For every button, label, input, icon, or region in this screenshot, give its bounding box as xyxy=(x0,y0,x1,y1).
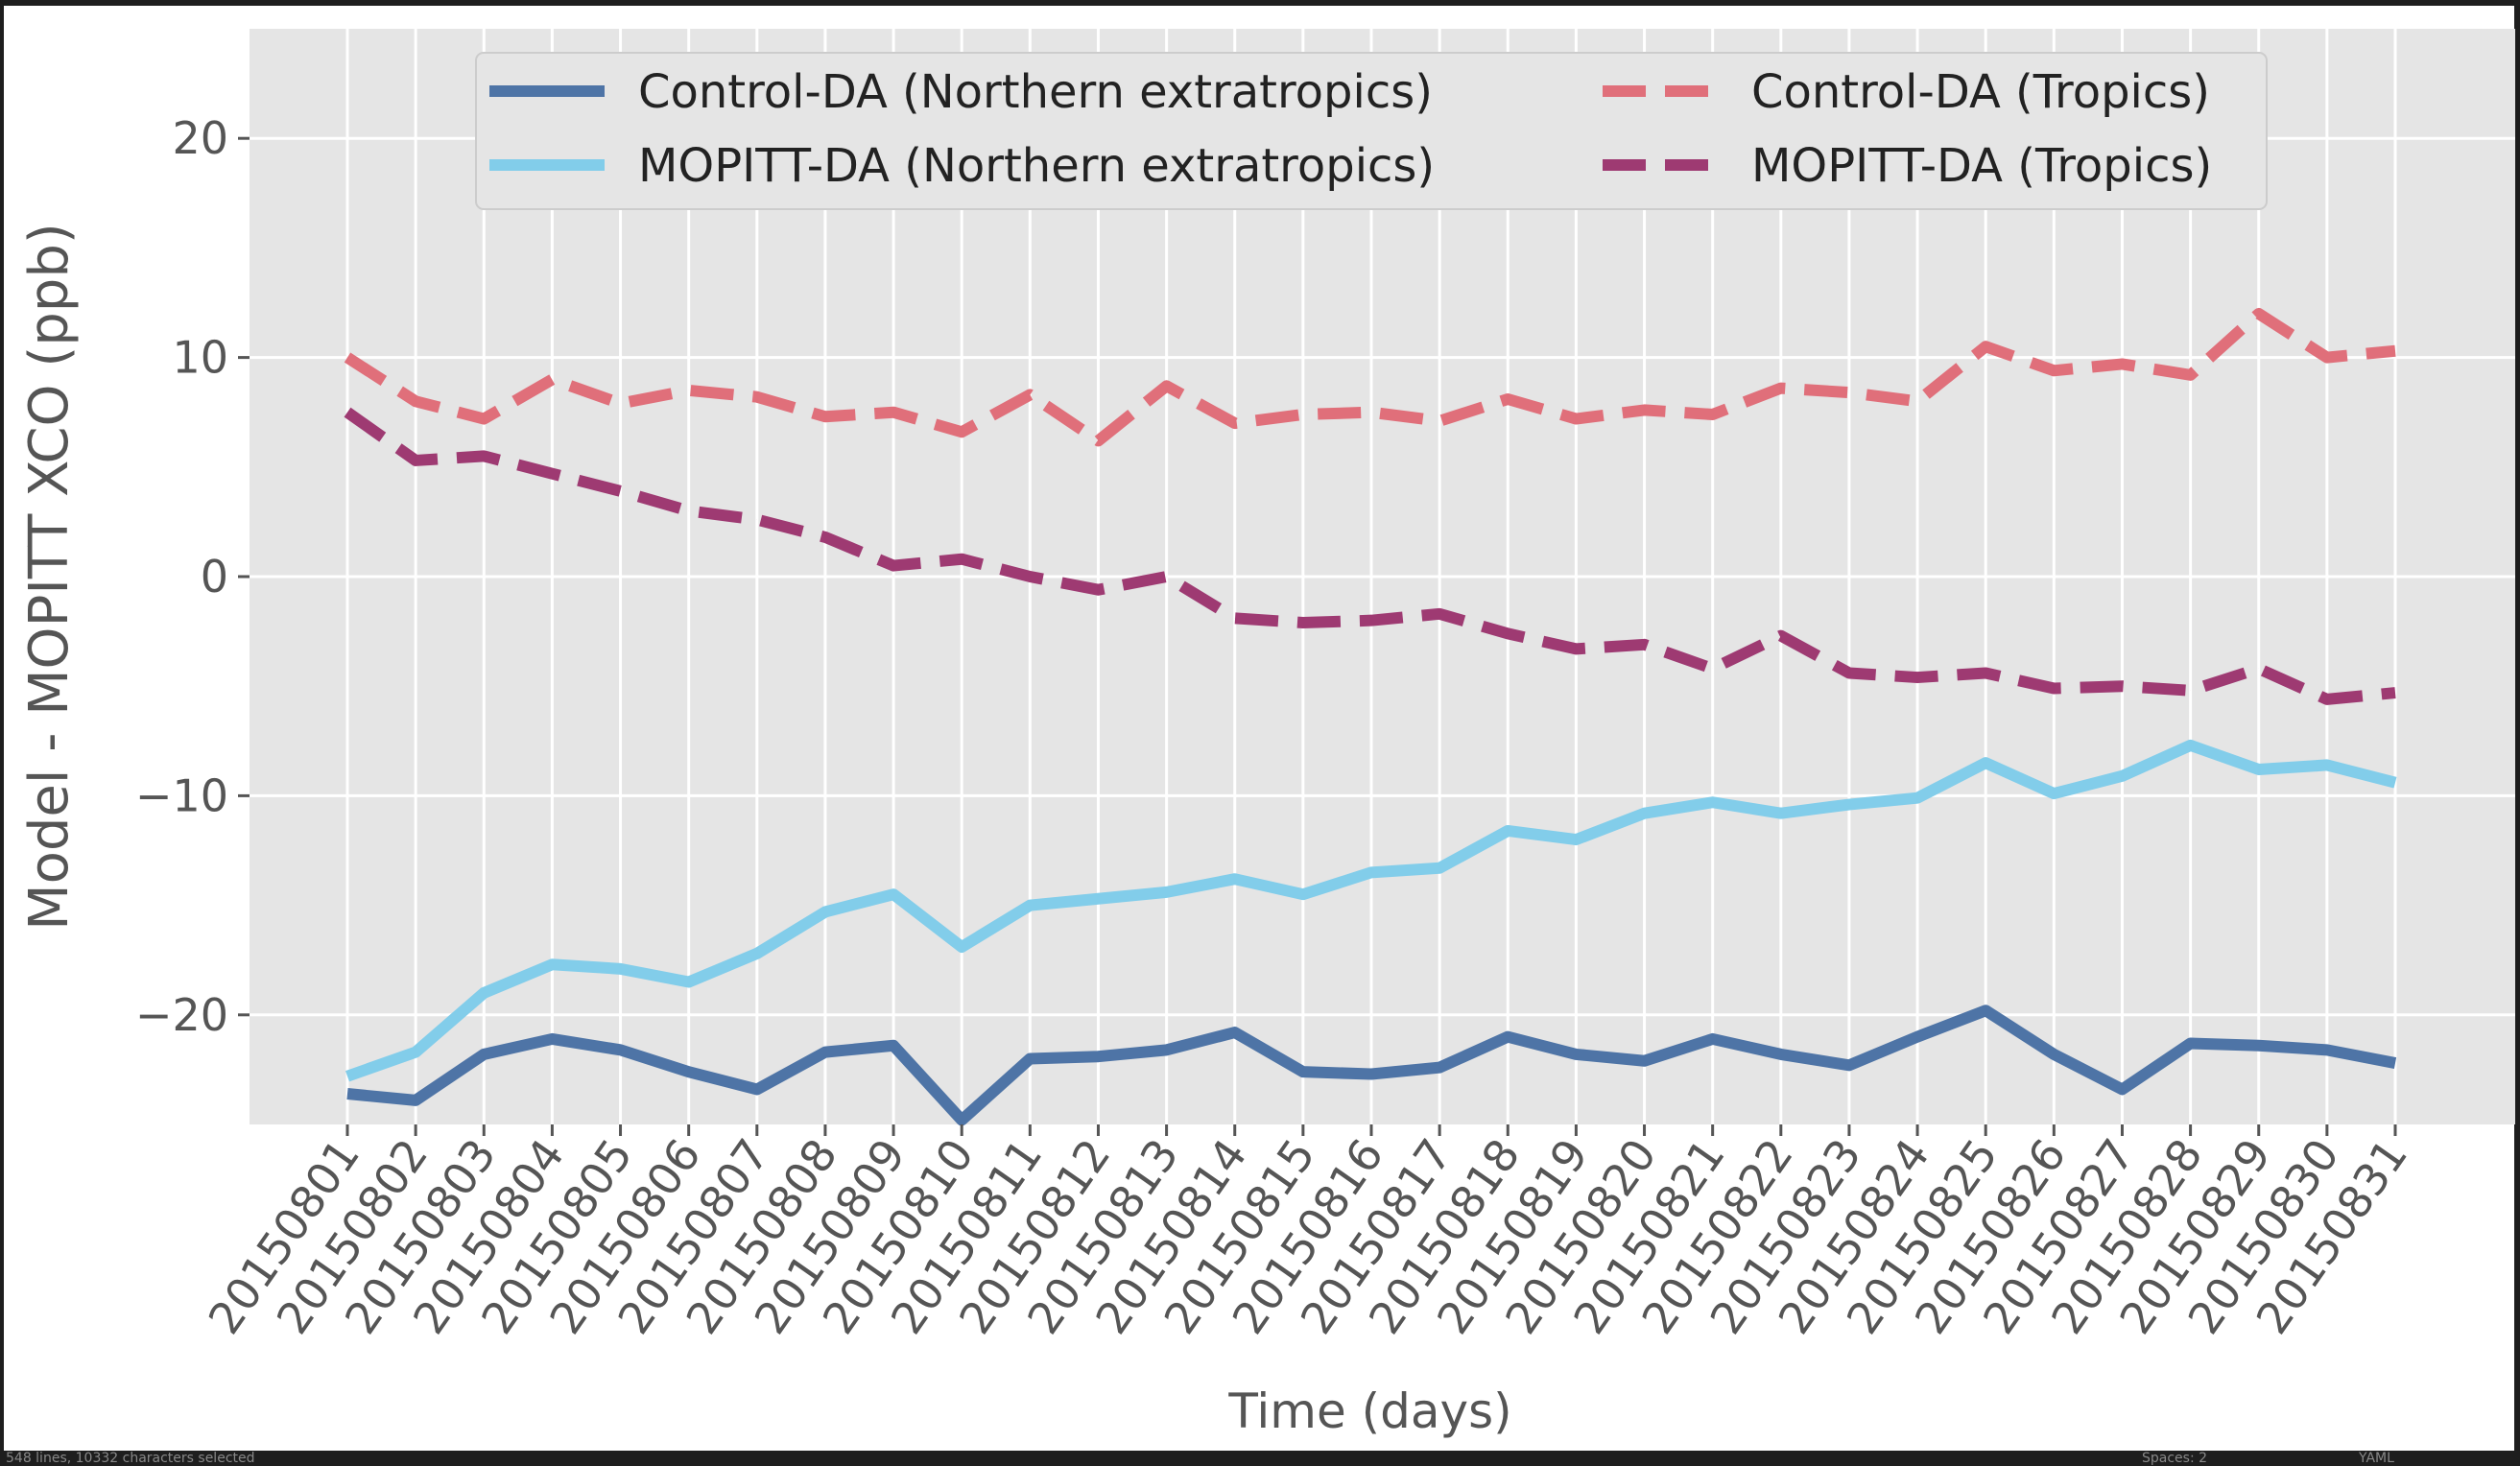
y-tick-label: 20 xyxy=(172,112,228,164)
y-tick-label: −10 xyxy=(135,769,228,821)
legend-label: MOPITT-DA (Tropics) xyxy=(1751,139,2212,193)
indentation-status[interactable]: Spaces: 2 xyxy=(2142,1451,2208,1466)
legend-label: Control-DA (Tropics) xyxy=(1751,65,2210,119)
legend-box xyxy=(475,52,2268,210)
x-axis: 2015080120150802201508032015080420150805… xyxy=(198,1124,2417,1343)
x-axis-label: Time (days) xyxy=(1227,1383,1511,1439)
y-axis: −20 −10 0 10 20 xyxy=(135,112,250,1041)
y-axis-label: Model - MOPITT XCO (ppb) xyxy=(18,223,81,930)
y-tick-label: 0 xyxy=(201,551,228,603)
legend-label: MOPITT-DA (Northern extratropics) xyxy=(638,139,1435,193)
y-tick-label: −20 xyxy=(135,989,228,1041)
y-tick-label: 10 xyxy=(172,332,228,384)
series-lines xyxy=(344,307,2397,1126)
selection-status: 548 lines, 10332 characters selected xyxy=(6,1451,255,1466)
language-mode[interactable]: YAML xyxy=(2359,1451,2394,1466)
legend-label: Control-DA (Northern extratropics) xyxy=(638,65,1433,119)
status-bar: 548 lines, 10332 characters selected Spa… xyxy=(0,1451,2520,1466)
legend: Control-DA (Northern extratropics) MOPITT… xyxy=(475,52,2268,210)
